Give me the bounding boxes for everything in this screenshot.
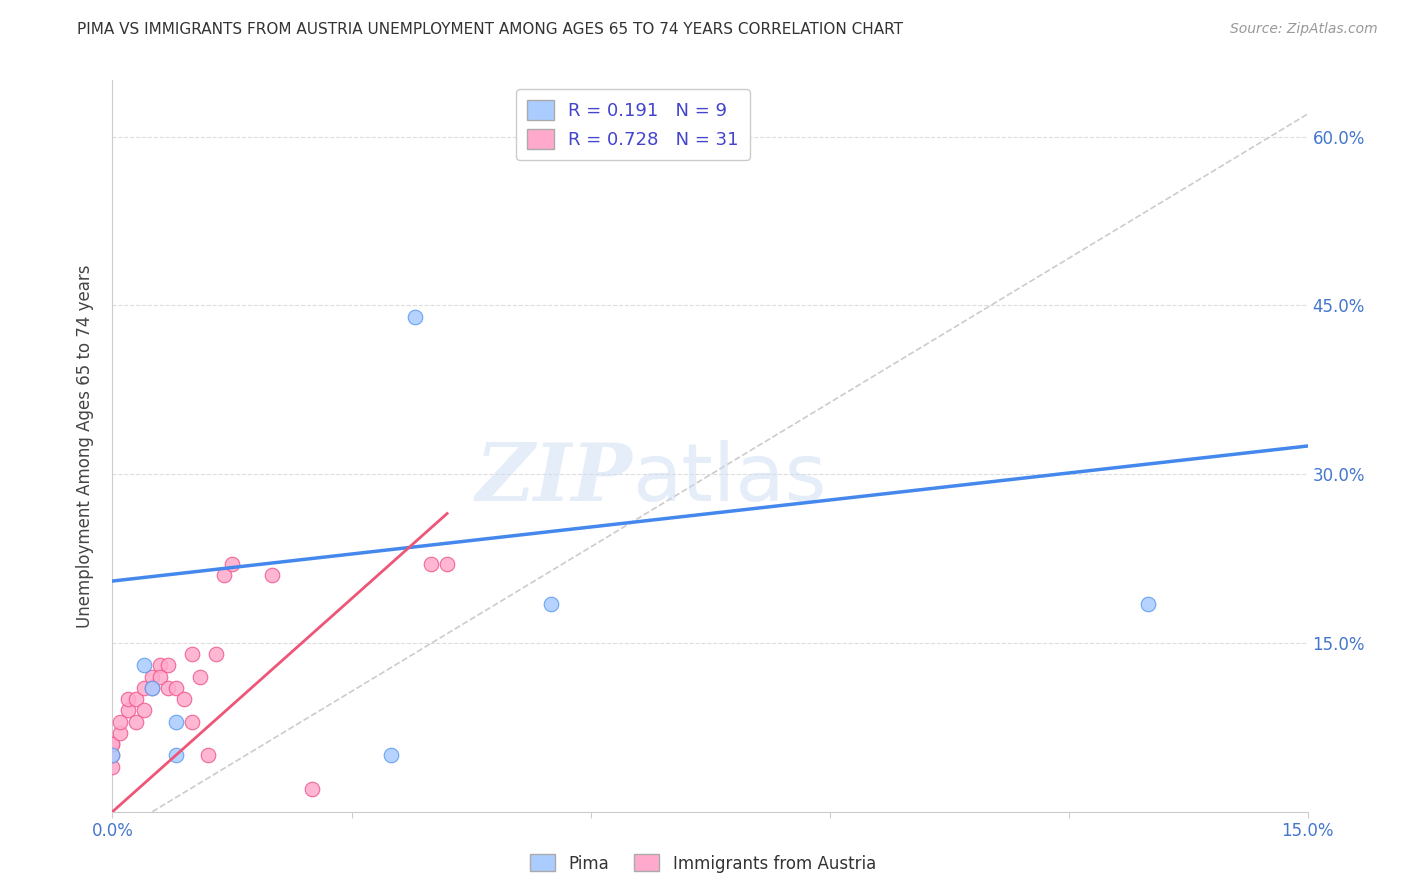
Point	[110, 726, 132, 740]
Text: atlas: atlas	[633, 440, 827, 518]
Point	[134, 658, 156, 673]
Point	[420, 557, 443, 571]
Point	[197, 748, 219, 763]
Point	[181, 647, 204, 661]
Y-axis label: Unemployment Among Ages 65 to 74 years: Unemployment Among Ages 65 to 74 years	[76, 264, 94, 628]
Point	[149, 670, 172, 684]
Point	[101, 748, 124, 763]
Point	[117, 703, 139, 717]
Point	[125, 692, 148, 706]
Point	[212, 568, 235, 582]
Point	[221, 557, 243, 571]
Point	[188, 670, 211, 684]
Point	[380, 748, 402, 763]
Point	[110, 714, 132, 729]
Point	[540, 597, 562, 611]
Point	[157, 658, 180, 673]
Text: PIMA VS IMMIGRANTS FROM AUSTRIA UNEMPLOYMENT AMONG AGES 65 TO 74 YEARS CORRELATI: PIMA VS IMMIGRANTS FROM AUSTRIA UNEMPLOY…	[77, 22, 903, 37]
Point	[173, 692, 195, 706]
Text: ZIP: ZIP	[475, 440, 633, 517]
Point	[149, 658, 172, 673]
Point	[101, 737, 124, 751]
Point	[134, 681, 156, 695]
Point	[125, 714, 148, 729]
Point	[141, 681, 163, 695]
Legend: R = 0.191   N = 9, R = 0.728   N = 31: R = 0.191 N = 9, R = 0.728 N = 31	[516, 89, 749, 160]
Point	[141, 670, 163, 684]
Point	[165, 681, 187, 695]
Point	[404, 310, 426, 324]
Point	[141, 681, 163, 695]
Point	[101, 760, 124, 774]
Legend: Pima, Immigrants from Austria: Pima, Immigrants from Austria	[523, 847, 883, 880]
Point	[134, 703, 156, 717]
Point	[165, 714, 187, 729]
Point	[260, 568, 283, 582]
Point	[301, 782, 323, 797]
Point	[157, 681, 180, 695]
Point	[205, 647, 228, 661]
Point	[165, 748, 187, 763]
Point	[1137, 597, 1160, 611]
Point	[117, 692, 139, 706]
Point	[101, 748, 124, 763]
Point	[101, 737, 124, 751]
Point	[436, 557, 458, 571]
Text: Source: ZipAtlas.com: Source: ZipAtlas.com	[1230, 22, 1378, 37]
Point	[181, 714, 204, 729]
